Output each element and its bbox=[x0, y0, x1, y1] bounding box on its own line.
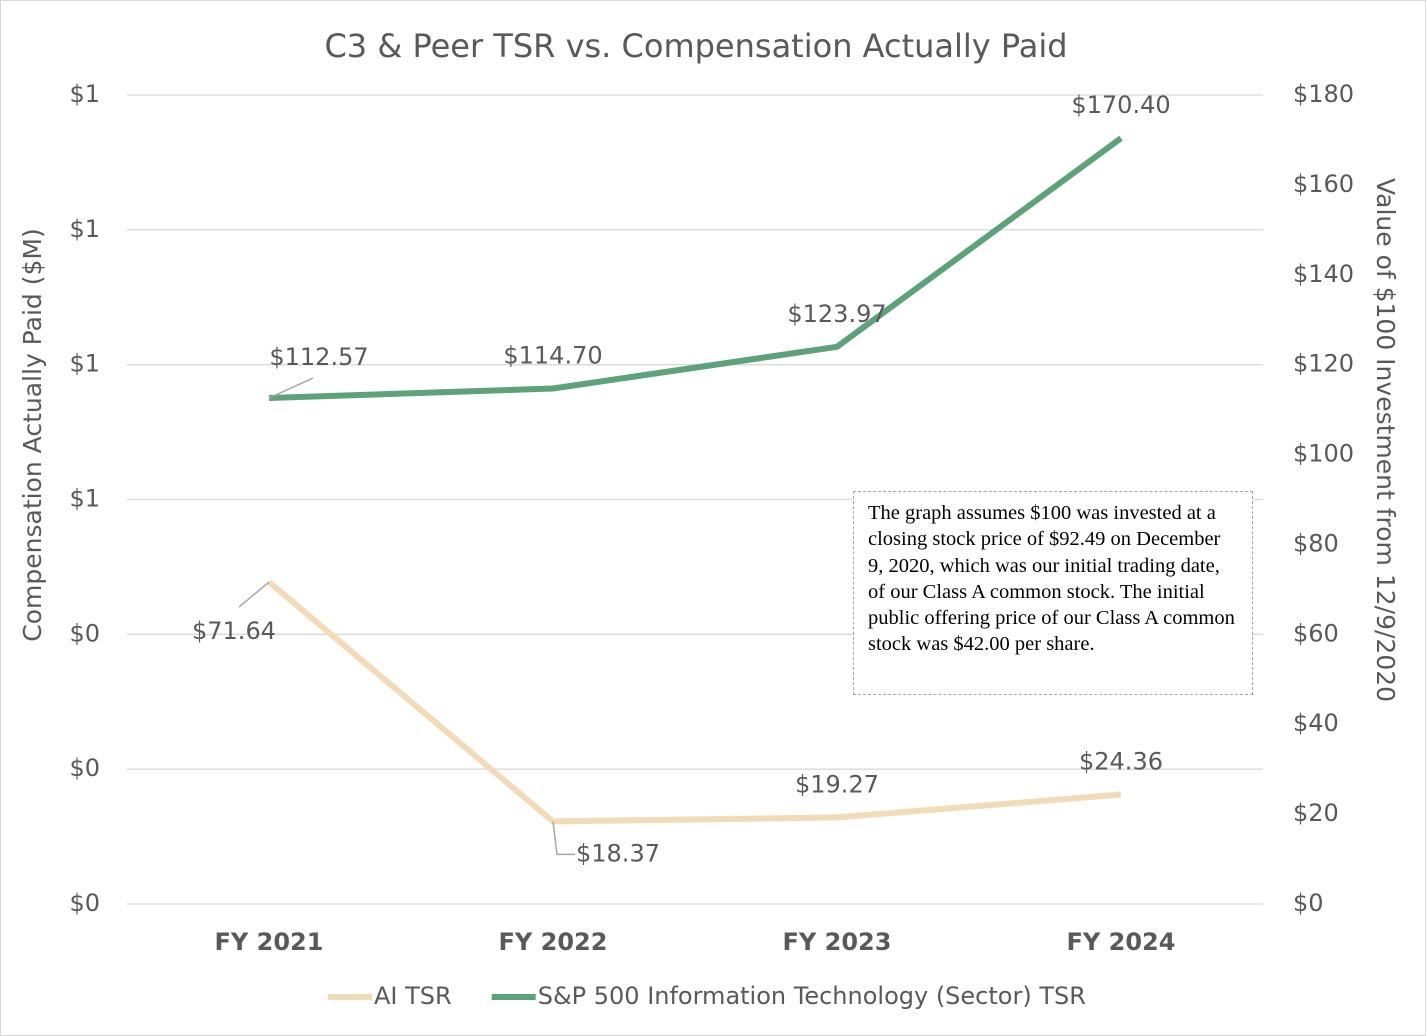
chart-title: C3 & Peer TSR vs. Compensation Actually … bbox=[324, 27, 1067, 65]
data-label: $18.37 bbox=[576, 839, 660, 867]
data-label: $24.36 bbox=[1079, 748, 1163, 776]
y2-tick-label: $40 bbox=[1293, 709, 1339, 737]
line-series bbox=[268, 135, 1123, 402]
leader-line bbox=[238, 581, 270, 608]
data-label: $71.64 bbox=[192, 617, 276, 645]
y2-tick-label: $120 bbox=[1293, 350, 1354, 378]
y2-tick-label: $80 bbox=[1293, 529, 1339, 557]
y2-tick-label: $0 bbox=[1293, 889, 1324, 917]
data-label: $112.57 bbox=[269, 343, 368, 371]
annotation: The graph assumes $100 was invested at a… bbox=[853, 491, 1253, 695]
y2-tick-label: $60 bbox=[1293, 619, 1339, 647]
y-tick-label: $0 bbox=[69, 619, 100, 647]
leader-line bbox=[552, 821, 575, 856]
y2-tick-label: $100 bbox=[1293, 440, 1354, 468]
x-tick-label: FY 2024 bbox=[1067, 928, 1176, 956]
y-tick-label: $0 bbox=[69, 754, 100, 782]
y2-tick-label: $160 bbox=[1293, 170, 1354, 198]
data-label: $170.40 bbox=[1071, 91, 1170, 119]
y-tick-label: $1 bbox=[69, 350, 100, 378]
legend-label: AI TSR bbox=[374, 982, 452, 1010]
y2-axis-title: Value of $100 Investment from 12/9/2020 bbox=[1371, 178, 1400, 702]
data-label: $123.97 bbox=[787, 300, 886, 328]
y-tick-label: $1 bbox=[69, 485, 100, 513]
data-label: $114.70 bbox=[503, 341, 602, 369]
x-tick-label: FY 2021 bbox=[215, 928, 324, 956]
x-tick-label: FY 2022 bbox=[499, 928, 608, 956]
legend-label: S&P 500 Information Technology (Sector) … bbox=[538, 982, 1086, 1010]
y2-tick-label: $20 bbox=[1293, 799, 1339, 827]
y-tick-label: $1 bbox=[69, 215, 100, 243]
y-tick-label: $0 bbox=[69, 889, 100, 917]
y-axis-title: Compensation Actually Paid ($M) bbox=[18, 228, 47, 641]
y2-tick-label: $140 bbox=[1293, 260, 1354, 288]
y-tick-label: $1 bbox=[69, 80, 100, 108]
x-tick-label: FY 2023 bbox=[783, 928, 892, 956]
line-series bbox=[267, 579, 1122, 825]
leader-line bbox=[268, 377, 314, 399]
y2-tick-label: $180 bbox=[1293, 80, 1354, 108]
data-label: $19.27 bbox=[795, 770, 879, 798]
